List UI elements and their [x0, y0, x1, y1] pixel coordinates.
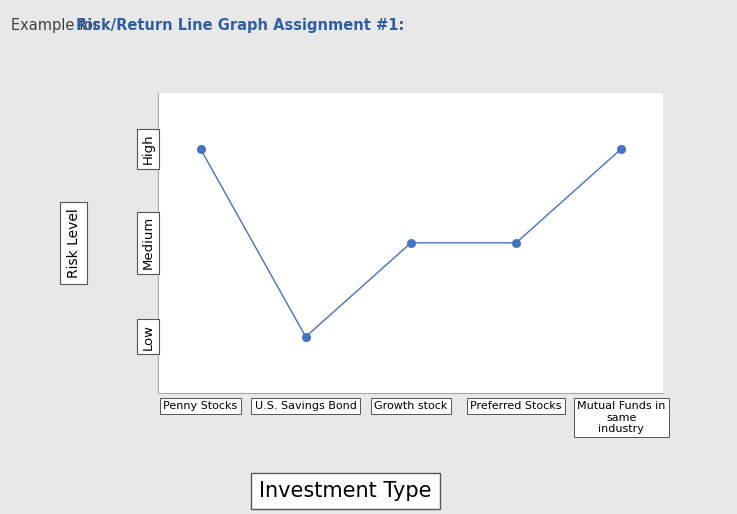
Text: U.S. Savings Bond: U.S. Savings Bond — [255, 401, 357, 411]
Text: Medium: Medium — [142, 216, 155, 269]
Text: Penny Stocks: Penny Stocks — [164, 401, 237, 411]
Text: Risk Level: Risk Level — [67, 208, 80, 278]
Text: Risk/Return Line Graph Assignment #1:: Risk/Return Line Graph Assignment #1: — [76, 18, 404, 33]
Text: Preferred Stocks: Preferred Stocks — [470, 401, 562, 411]
Text: Growth stock: Growth stock — [374, 401, 447, 411]
Text: Low: Low — [142, 324, 155, 350]
Text: Mutual Funds in
same
industry: Mutual Funds in same industry — [577, 401, 666, 434]
Text: Investment Type: Investment Type — [259, 481, 431, 501]
Text: Example for: Example for — [11, 18, 104, 33]
Text: High: High — [142, 134, 155, 164]
